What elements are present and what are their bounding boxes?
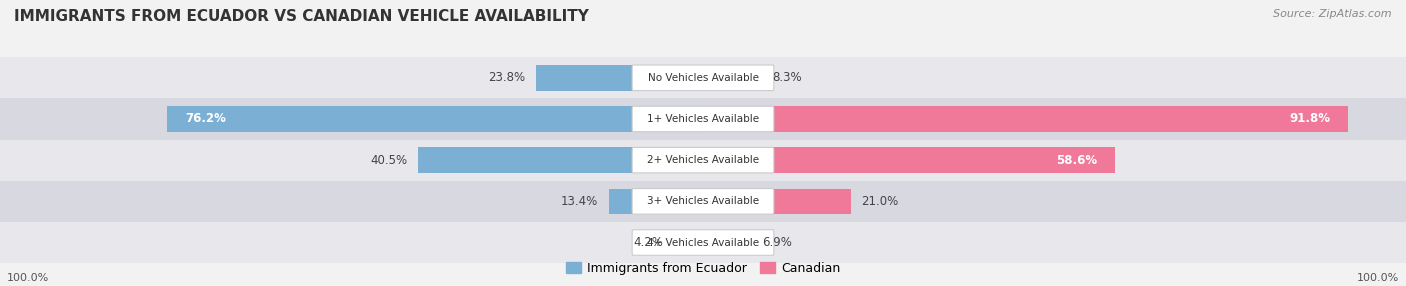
Legend: Immigrants from Ecuador, Canadian: Immigrants from Ecuador, Canadian — [561, 257, 845, 280]
Text: IMMIGRANTS FROM ECUADOR VS CANADIAN VEHICLE AVAILABILITY: IMMIGRANTS FROM ECUADOR VS CANADIAN VEHI… — [14, 9, 589, 23]
Bar — [703, 106, 1348, 132]
Text: 40.5%: 40.5% — [371, 154, 408, 167]
Text: 6.9%: 6.9% — [762, 236, 792, 249]
FancyBboxPatch shape — [633, 188, 773, 214]
Text: 21.0%: 21.0% — [860, 195, 898, 208]
Bar — [167, 106, 703, 132]
Bar — [0, 98, 1406, 140]
Text: 76.2%: 76.2% — [186, 112, 226, 126]
Bar — [703, 230, 752, 255]
Text: 3+ Vehicles Available: 3+ Vehicles Available — [647, 196, 759, 206]
Bar — [0, 181, 1406, 222]
Bar — [609, 188, 703, 214]
Text: 91.8%: 91.8% — [1289, 112, 1330, 126]
Text: 100.0%: 100.0% — [7, 273, 49, 283]
Bar — [703, 147, 1115, 173]
FancyBboxPatch shape — [633, 147, 773, 173]
Bar — [0, 140, 1406, 181]
Text: 4.2%: 4.2% — [633, 236, 664, 249]
Text: No Vehicles Available: No Vehicles Available — [648, 73, 758, 83]
FancyBboxPatch shape — [633, 65, 773, 91]
FancyBboxPatch shape — [633, 106, 773, 132]
Bar — [536, 65, 703, 91]
FancyBboxPatch shape — [633, 230, 773, 255]
Text: 58.6%: 58.6% — [1056, 154, 1098, 167]
Bar — [419, 147, 703, 173]
Text: 100.0%: 100.0% — [1357, 273, 1399, 283]
Text: Source: ZipAtlas.com: Source: ZipAtlas.com — [1274, 9, 1392, 19]
Bar — [703, 65, 762, 91]
Text: 23.8%: 23.8% — [488, 71, 526, 84]
Text: 2+ Vehicles Available: 2+ Vehicles Available — [647, 155, 759, 165]
Bar — [703, 188, 851, 214]
Text: 8.3%: 8.3% — [772, 71, 801, 84]
Bar — [0, 57, 1406, 98]
Bar — [673, 230, 703, 255]
Text: 1+ Vehicles Available: 1+ Vehicles Available — [647, 114, 759, 124]
Text: 13.4%: 13.4% — [561, 195, 599, 208]
Text: 4+ Vehicles Available: 4+ Vehicles Available — [647, 238, 759, 247]
Bar — [0, 222, 1406, 263]
